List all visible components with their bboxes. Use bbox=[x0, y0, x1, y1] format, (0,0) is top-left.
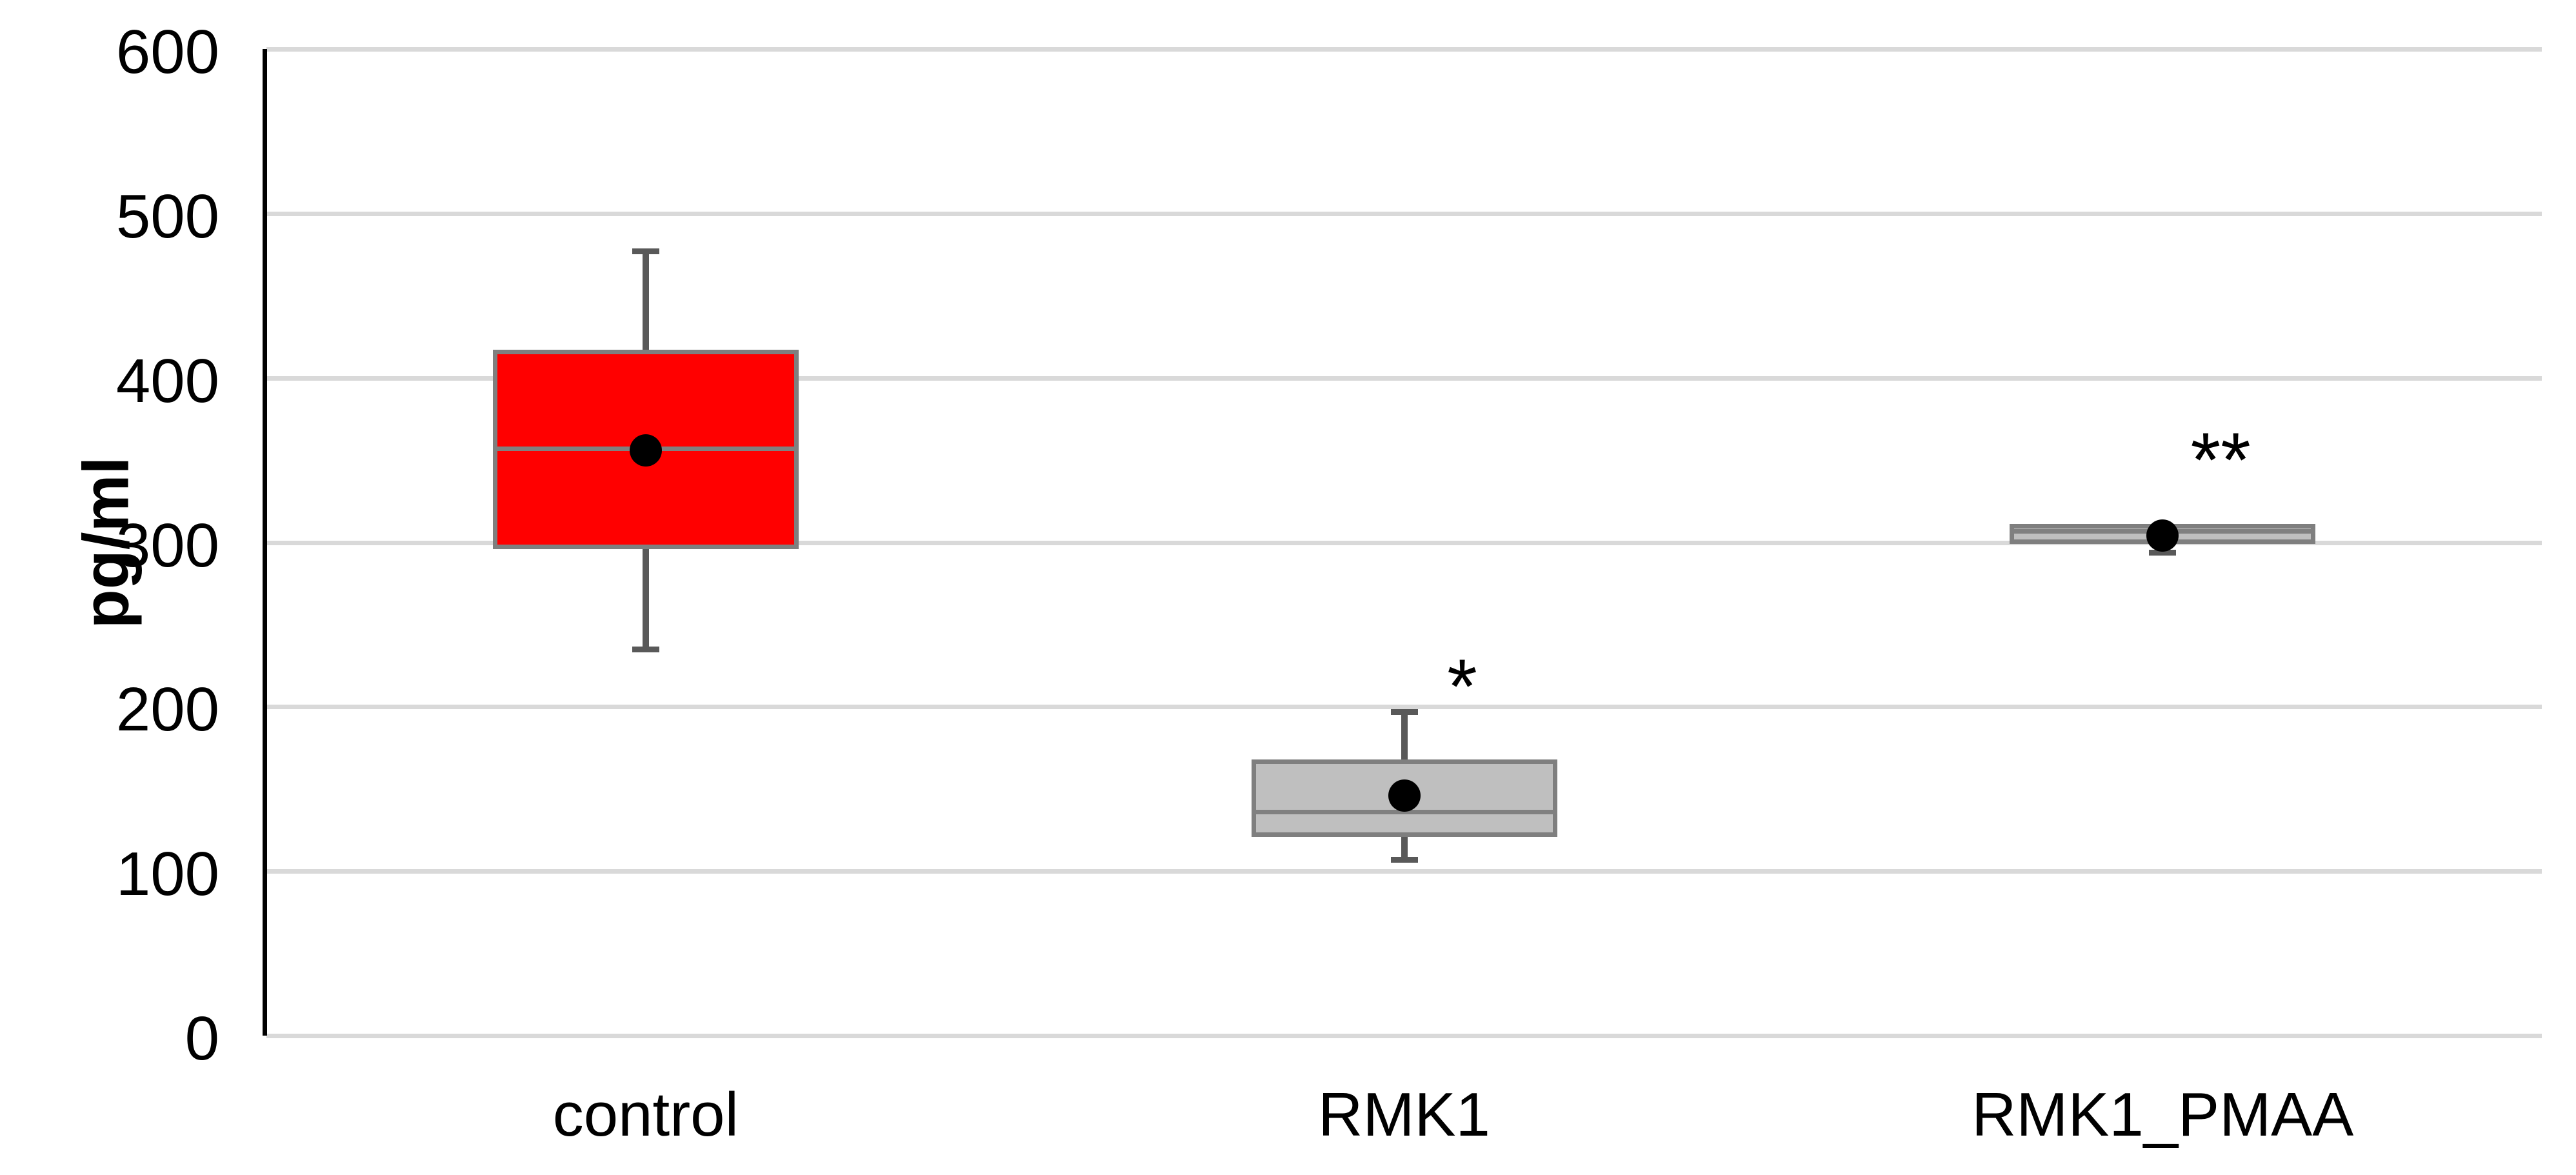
median-line bbox=[1251, 810, 1557, 815]
gridline bbox=[266, 211, 2542, 216]
y-tick-label: 0 bbox=[185, 1004, 219, 1073]
mean-dot bbox=[2146, 519, 2179, 552]
whisker-lower bbox=[642, 548, 649, 650]
gridline bbox=[266, 47, 2542, 52]
whisker-cap-lower bbox=[2149, 549, 2177, 556]
category-label-control: control bbox=[552, 1080, 739, 1149]
y-axis-line bbox=[263, 49, 267, 1036]
y-tick-label: 200 bbox=[115, 675, 219, 745]
whisker-cap-upper bbox=[1390, 708, 1418, 715]
y-tick-label: 600 bbox=[115, 17, 219, 86]
box-RMK1 bbox=[1251, 759, 1557, 837]
gridline bbox=[266, 1034, 2542, 1038]
category-label-RMK1: RMK1 bbox=[1318, 1080, 1490, 1149]
whisker-lower bbox=[1401, 836, 1408, 860]
gridline bbox=[266, 376, 2542, 381]
whisker-upper bbox=[1401, 711, 1408, 759]
whisker-cap-upper bbox=[632, 248, 659, 255]
gridline bbox=[266, 869, 2542, 874]
whisker-cap-lower bbox=[632, 647, 659, 653]
category-label-RMK1_PMAA: RMK1_PMAA bbox=[1972, 1080, 2354, 1149]
whisker-cap-lower bbox=[1390, 857, 1418, 863]
y-tick-label: 400 bbox=[115, 346, 219, 416]
whisker-upper bbox=[642, 251, 649, 350]
y-tick-label: 300 bbox=[115, 510, 219, 580]
mean-dot bbox=[1388, 779, 1421, 812]
y-tick-label: 500 bbox=[115, 181, 219, 251]
gridline bbox=[266, 705, 2542, 710]
gridline bbox=[266, 540, 2542, 545]
y-tick-label: 100 bbox=[115, 839, 219, 909]
significance-annotation: * bbox=[1447, 643, 1477, 730]
significance-annotation: ** bbox=[2190, 416, 2251, 503]
mean-dot bbox=[629, 434, 662, 467]
